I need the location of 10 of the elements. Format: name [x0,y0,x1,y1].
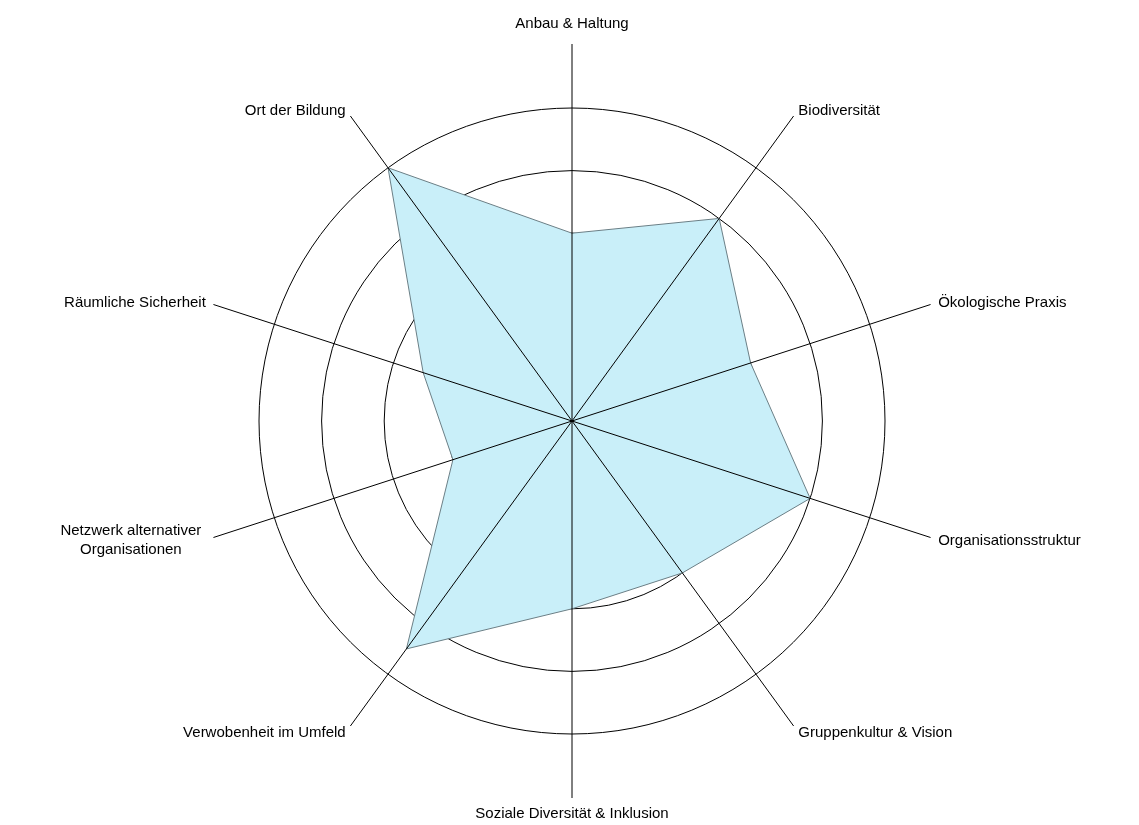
spoke-label: Ort der Bildung [244,100,346,118]
spoke-label: Räumliche Sicherheit [64,293,207,311]
spoke-label: Organisationsstruktur [938,530,1081,548]
spoke-label: Verwobenheit im Umfeld [183,723,346,741]
spoke-label: Netzwerk alternativer Organisationen [60,521,202,558]
spoke-label: Anbau & Haltung [515,14,629,31]
spoke-label: Ökologische Praxis [938,293,1067,311]
spoke-label: Gruppenkultur & Vision [798,723,953,741]
spoke-label: Soziale Diversität & Inklusion [475,804,669,821]
spoke-label: Biodiversität [798,100,881,118]
